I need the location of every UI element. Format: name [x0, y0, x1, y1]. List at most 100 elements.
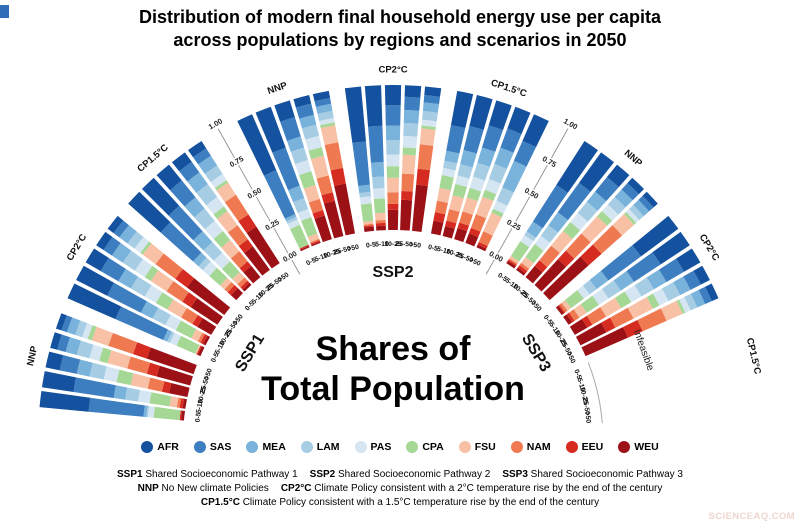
bar-segment-NAM — [363, 223, 374, 227]
watermark: SCIENCEAQ.COM — [708, 511, 795, 522]
bar-segment-EEU — [238, 214, 257, 234]
bar-segment-NAM — [401, 173, 415, 192]
bar-segment-PAS — [319, 117, 335, 126]
axis-tick-label: 1.00 — [562, 116, 579, 131]
bar-segment-CPA — [320, 122, 336, 129]
bar-segment-AFR — [141, 177, 180, 216]
bar-segment-NAM — [586, 307, 607, 325]
bar-segment-MEA — [633, 199, 650, 217]
bar-segment-FSU — [419, 128, 436, 146]
footnote-text: Shared Socioeconomic Pathway 1 — [142, 469, 298, 480]
bar-segment-NAM — [434, 200, 448, 215]
figure-title: Distribution of modern final household e… — [0, 6, 800, 51]
bin-label: 5-10 — [314, 252, 329, 264]
bar-segment-PAS — [373, 188, 385, 199]
scenario-label: CP2°C — [697, 232, 722, 263]
bar-segment-LAM — [496, 187, 514, 206]
bar-segment-SAS — [57, 334, 70, 352]
bar-segment-SAS — [698, 286, 712, 305]
bar-segment-CPA — [301, 216, 318, 238]
bar-segment-FSU — [191, 329, 203, 342]
footnote-text: Shared Socioeconomic Pathway 2 — [335, 469, 491, 480]
bar-segment-AFR — [450, 90, 474, 129]
bar-segment-CPA — [308, 147, 324, 160]
footnote-entry: SSP3 Shared Socioeconomic Pathway 3 — [502, 469, 683, 480]
legend-label: LAM — [316, 441, 340, 453]
bar-segment-SAS — [638, 195, 654, 212]
bar-segment-WEU — [300, 245, 310, 252]
bar-segment-FSU — [437, 187, 451, 203]
bar-segment-AFR — [384, 84, 402, 106]
bar-segment-LAM — [540, 225, 559, 243]
bar-segment-EEU — [238, 239, 253, 253]
bar-segment-NAM — [108, 332, 138, 355]
bar-segment-NAM — [508, 258, 518, 265]
bar-segment-AFR — [85, 248, 109, 272]
bar-segment-EEU — [240, 280, 250, 290]
bin-label: >50 — [468, 257, 482, 268]
bar-segment-MEA — [284, 213, 297, 222]
bar-segment-LAM — [194, 208, 215, 230]
bin-label: 5-10 — [375, 241, 389, 249]
bar-segment-FSU — [232, 272, 245, 285]
bar-segment-SAS — [513, 140, 537, 167]
legend-label: SAS — [209, 441, 232, 453]
bar-segment-NAM — [147, 377, 165, 392]
bar-segment-SAS — [600, 245, 642, 281]
bin-label: 5-10 — [436, 246, 451, 256]
axis-tick-label: 0.25 — [264, 217, 281, 232]
bar-segment-PAS — [134, 259, 153, 278]
bar-segment-CPA — [290, 224, 309, 249]
bar-segment-LAM — [127, 231, 144, 249]
scenario-SSP3-CP1.5°C — [587, 362, 603, 424]
ssp-label-SSP2: SSP2 — [373, 264, 414, 281]
bar-segment-EEU — [175, 269, 195, 288]
bar-segment-NAM — [637, 308, 667, 332]
bar-segment-LAM — [146, 405, 150, 418]
bar-segment-LAM — [293, 197, 309, 213]
bar-segment-NAM — [565, 233, 591, 259]
bar-segment-AFR — [55, 313, 67, 331]
bin-label: 0-5 — [244, 300, 256, 312]
bar-segment-WEU — [465, 233, 479, 247]
bar-segment-EEU — [200, 334, 208, 345]
value-axis-line — [217, 128, 301, 275]
bar-segment-MEA — [460, 150, 477, 168]
bin-label: 0-5 — [427, 244, 438, 253]
bar-segment-SAS — [404, 96, 421, 111]
legend-label: EEU — [581, 441, 604, 453]
bar-segment-PAS — [297, 208, 312, 221]
bar-segment-AFR — [188, 141, 207, 158]
bar-segment-PAS — [210, 174, 227, 189]
bar-segment-CPA — [155, 292, 174, 310]
bar-segment-AFR — [676, 248, 701, 272]
bar-segment-FSU — [402, 154, 416, 175]
infeasible-inner-arc — [587, 362, 603, 424]
ssp-group-SSP2 — [237, 84, 549, 252]
bar-segment-MEA — [673, 276, 691, 296]
bar-segment-SAS — [88, 397, 145, 417]
bar-segment-WEU — [246, 226, 280, 269]
scenario-label: NNP — [25, 344, 40, 367]
bin-label: 0-5 — [572, 369, 582, 381]
bar-segment-SAS — [626, 252, 661, 282]
axis-tick-label: 0.00 — [488, 249, 505, 264]
bar-segment-MEA — [118, 268, 139, 289]
bar-segment-NAM — [237, 277, 248, 288]
bar-segment-PAS — [305, 135, 322, 151]
bar-segment-EEU — [179, 410, 183, 421]
bar-segment-MEA — [113, 385, 128, 400]
bar-segment-PAS — [144, 285, 163, 304]
footnote-line2: NNP No New climate Policies CP2°C Climate… — [0, 482, 800, 496]
scenario-SSP1-CP1.5°C — [128, 141, 280, 301]
bar-segment-WEU — [525, 265, 543, 284]
bar-segment-CPA — [646, 293, 660, 309]
bar-segment-SAS — [658, 258, 685, 282]
bar-segment-WEU — [569, 318, 588, 335]
bar-segment-AFR — [76, 265, 115, 296]
bar-segment-EEU — [192, 314, 203, 327]
bar-segment-WEU — [156, 365, 193, 386]
bar-segment-LAM — [601, 280, 621, 299]
bar-segment-WEU — [454, 227, 468, 243]
bar-segment-LAM — [473, 162, 490, 181]
